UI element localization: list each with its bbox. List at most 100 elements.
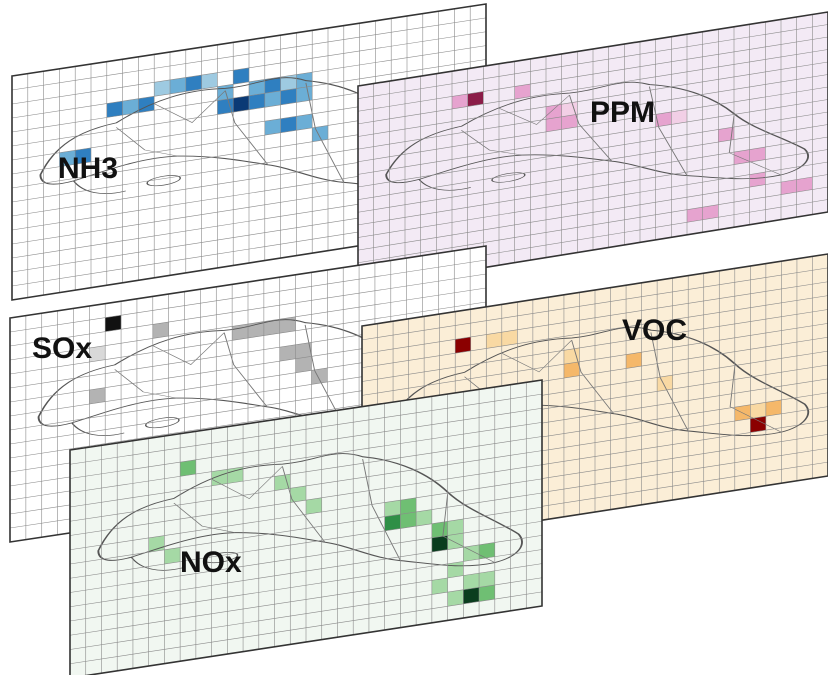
emission-cell bbox=[280, 88, 297, 105]
emission-cell bbox=[106, 101, 123, 118]
emission-cell bbox=[249, 79, 265, 96]
emission-cell bbox=[217, 98, 234, 115]
emission-cell bbox=[657, 375, 673, 392]
panel-border bbox=[69, 379, 543, 675]
emission-cell bbox=[295, 356, 312, 373]
emission-cell bbox=[501, 329, 518, 347]
emission-cell bbox=[290, 485, 306, 503]
emission-cell bbox=[105, 315, 122, 332]
grid-lines bbox=[357, 11, 828, 289]
emission-cell bbox=[671, 109, 687, 125]
emission-cell bbox=[306, 497, 322, 515]
emission-cell bbox=[626, 352, 642, 369]
panel-label-nh3: NH3 bbox=[58, 152, 118, 185]
emission-cell bbox=[217, 84, 234, 101]
emission-cell bbox=[75, 147, 91, 165]
emission-cell bbox=[312, 125, 328, 142]
emission-cell bbox=[170, 77, 186, 94]
emission-cell bbox=[211, 469, 228, 486]
emission-cell bbox=[295, 342, 312, 359]
emission-cells bbox=[452, 84, 813, 223]
emission-cell bbox=[280, 116, 297, 133]
emission-cell bbox=[447, 561, 464, 578]
emission-cell bbox=[400, 497, 417, 515]
panel-label-voc: VOC bbox=[622, 314, 687, 347]
emission-cell bbox=[279, 344, 296, 362]
panel-label-nox: NOx bbox=[180, 546, 242, 579]
emission-cell bbox=[201, 72, 218, 90]
emission-cell bbox=[185, 75, 202, 92]
emission-cell bbox=[447, 589, 464, 607]
emission-cell bbox=[718, 127, 734, 143]
emission-cell bbox=[431, 521, 448, 538]
emission-cell bbox=[280, 74, 297, 91]
emission-cell bbox=[447, 533, 464, 550]
emission-cell bbox=[232, 324, 248, 341]
emission-cell bbox=[687, 207, 703, 223]
emission-cell bbox=[311, 368, 328, 385]
emission-cell bbox=[750, 416, 766, 433]
emission-cell bbox=[750, 402, 766, 419]
emission-cell bbox=[479, 570, 495, 588]
emission-cell bbox=[233, 95, 249, 113]
emission-cell bbox=[561, 114, 578, 130]
panel-border bbox=[357, 11, 828, 289]
emission-cell bbox=[563, 347, 580, 365]
emission-cell bbox=[400, 511, 417, 529]
emission-cell bbox=[546, 116, 562, 132]
emission-cell bbox=[296, 113, 313, 131]
emission-cell bbox=[467, 91, 484, 107]
emission-cell bbox=[227, 466, 244, 484]
emission-cell bbox=[455, 336, 471, 354]
emission-cell bbox=[431, 535, 448, 553]
emission-cell bbox=[734, 149, 750, 165]
emission-cell bbox=[463, 573, 480, 590]
emission-cell bbox=[447, 518, 464, 536]
emission-cell bbox=[249, 93, 265, 110]
emission-cell bbox=[765, 399, 782, 417]
emission-cell bbox=[563, 361, 580, 379]
map-panel-nox: NOx bbox=[69, 379, 543, 675]
emission-cell bbox=[463, 544, 480, 562]
panel-label-sox: SOx bbox=[32, 332, 92, 365]
emission-cell bbox=[749, 147, 766, 163]
emission-cell bbox=[164, 547, 181, 565]
emission-cell bbox=[180, 459, 196, 477]
emission-cell bbox=[384, 500, 401, 517]
panel-label-ppm: PPM bbox=[590, 96, 655, 129]
emission-cell bbox=[463, 587, 480, 604]
emission-cell bbox=[264, 118, 281, 136]
emission-cell bbox=[561, 101, 578, 117]
emission-cell bbox=[486, 332, 502, 349]
map-panel-ppm: PPM bbox=[357, 11, 828, 289]
emission-cell bbox=[296, 86, 313, 103]
emission-cell bbox=[89, 387, 106, 404]
emission-cell bbox=[122, 98, 139, 116]
pollutant-map-panels: NH3 PPM SOx VOC NOx bbox=[9, 3, 828, 675]
emission-cell bbox=[274, 474, 291, 491]
emission-cell bbox=[59, 150, 76, 167]
emission-cell bbox=[384, 514, 401, 531]
emission-cell bbox=[702, 204, 719, 220]
emission-cell bbox=[264, 90, 281, 108]
emission-cell bbox=[416, 509, 432, 527]
emission-cell bbox=[248, 321, 264, 338]
emission-cell bbox=[152, 322, 169, 339]
emission-cell bbox=[514, 84, 531, 100]
emission-cell bbox=[263, 319, 280, 336]
emission-cell bbox=[655, 111, 672, 127]
emission-cell bbox=[546, 104, 562, 120]
emission-cell bbox=[148, 535, 165, 553]
emission-cell bbox=[479, 584, 495, 602]
emission-cell bbox=[264, 76, 281, 94]
emission-cell bbox=[431, 577, 448, 595]
emission-cell bbox=[279, 316, 296, 334]
emission-cell bbox=[89, 345, 106, 362]
emission-cell bbox=[479, 542, 495, 560]
emission-cell bbox=[781, 179, 797, 195]
emission-cell bbox=[233, 67, 249, 85]
emission-cell bbox=[796, 177, 813, 193]
emission-cell bbox=[749, 172, 766, 188]
emission-cell bbox=[154, 79, 170, 97]
